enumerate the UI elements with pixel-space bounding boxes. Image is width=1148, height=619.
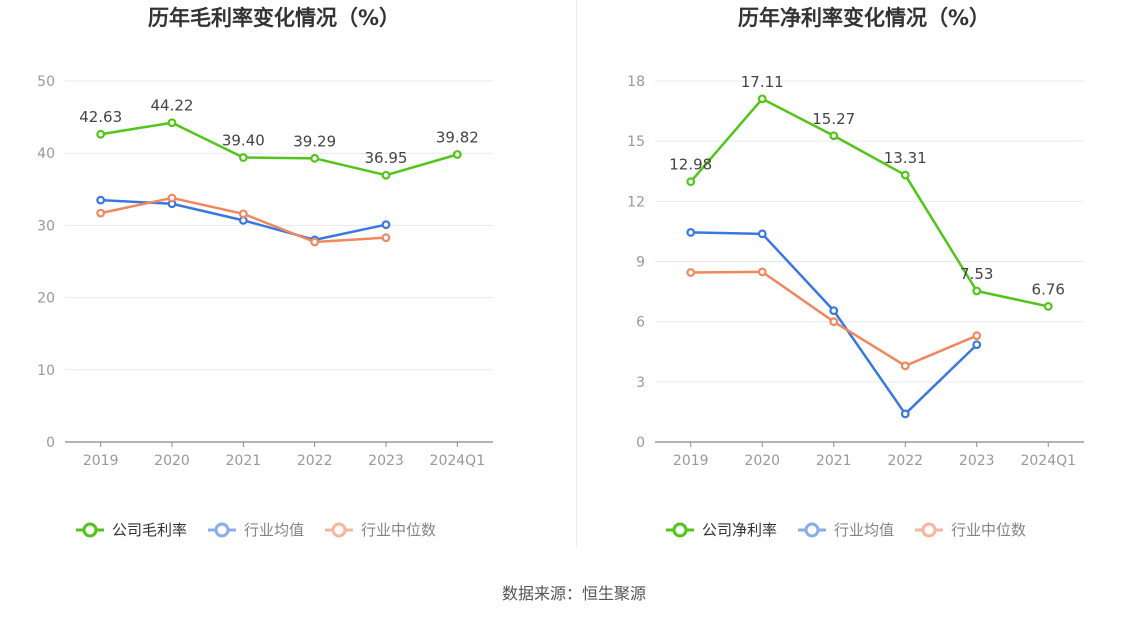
y-tick-label: 40	[37, 146, 55, 162]
y-tick-label: 10	[37, 363, 55, 379]
data-point-industry_avg	[381, 220, 391, 230]
data-point-industry_median	[167, 193, 177, 203]
data-point-company	[381, 170, 391, 180]
data-point-company	[829, 131, 839, 141]
y-tick-label: 18	[627, 74, 645, 90]
legend-swatch-marker	[672, 522, 688, 538]
data-point-company	[167, 118, 177, 128]
legend-item-company: 公司毛利率	[76, 521, 187, 539]
data-label: 13.31	[884, 149, 927, 167]
data-label: 36.95	[365, 149, 408, 167]
legend-label: 公司毛利率	[112, 521, 187, 539]
data-point-industry_median	[972, 331, 982, 341]
legend-swatch-marker	[804, 522, 820, 538]
x-tick-label: 2024Q1	[1020, 453, 1076, 469]
x-tick-label: 2021	[816, 453, 852, 469]
x-tick-label: 2023	[368, 453, 404, 469]
data-point-company	[1043, 302, 1053, 311]
series-line-company	[689, 97, 1049, 308]
legend: 公司净利率 行业均值 行业中位数	[666, 521, 1026, 539]
data-point-company	[686, 177, 696, 187]
data-point-industry_avg	[686, 228, 696, 237]
data-label: 42.63	[79, 108, 122, 126]
x-tick-label: 2021	[226, 453, 262, 469]
data-point-industry_avg	[972, 340, 982, 350]
y-tick-label: 0	[46, 435, 55, 451]
y-tick-label: 3	[636, 375, 645, 391]
data-point-company	[238, 153, 248, 162]
data-point-industry_avg	[900, 409, 910, 419]
panel-divider	[576, 0, 577, 548]
legend-item-industry_median: 行业中位数	[325, 521, 436, 539]
legend-swatch-marker	[82, 522, 98, 538]
x-tick-label: 2024Q1	[430, 453, 486, 469]
legend-label: 行业中位数	[361, 521, 436, 539]
data-point-industry_median	[310, 237, 320, 247]
x-tick-label: 2019	[673, 453, 709, 469]
legend-label: 行业中位数	[951, 521, 1026, 539]
chart-panel-2: 历年净利率变化情况（%） 0 3 6 9 12 15 18 2019 2020 2021 2022 20…	[627, 6, 1084, 539]
data-point-company	[310, 153, 320, 163]
data-point-industry_median	[238, 209, 248, 219]
data-label: 39.82	[436, 128, 479, 146]
data-point-industry_median	[757, 267, 767, 277]
legend-label: 行业均值	[244, 521, 304, 539]
data-point-industry_median	[829, 317, 839, 327]
legend: 公司毛利率 行业均值 行业中位数	[76, 521, 436, 539]
chart-panel-1: 历年毛利率变化情况（%） 0 10 20 30 40 50 2019 2020 2021 2022 2…	[37, 6, 493, 539]
y-tick-label: 50	[37, 74, 55, 90]
data-label: 6.76	[1032, 280, 1065, 298]
legend-swatch-marker	[214, 522, 230, 538]
data-point-industry_avg	[829, 306, 839, 316]
data-point-company	[757, 94, 767, 104]
data-point-industry_median	[900, 361, 910, 371]
data-label: 7.53	[960, 265, 993, 283]
data-label: 39.29	[293, 132, 336, 150]
legend-item-company: 公司净利率	[666, 521, 777, 539]
data-point-industry_avg	[96, 195, 106, 205]
data-point-company	[96, 129, 106, 139]
x-tick-label: 2020	[744, 453, 780, 469]
legend-item-industry_avg: 行业均值	[798, 521, 894, 539]
chart-title: 历年毛利率变化情况（%）	[148, 6, 400, 30]
y-tick-label: 30	[37, 218, 55, 234]
data-point-company	[972, 286, 982, 296]
x-tick-label: 2022	[887, 453, 923, 469]
data-point-industry_avg	[757, 229, 767, 239]
y-tick-label: 12	[627, 194, 645, 210]
data-label: 12.98	[669, 156, 712, 174]
legend-swatch-marker	[331, 522, 347, 538]
data-point-industry_median	[96, 208, 106, 218]
legend-swatch-marker	[921, 522, 937, 538]
legend-item-industry_avg: 行业均值	[208, 521, 304, 539]
data-label: 39.40	[222, 132, 265, 150]
data-source: 数据来源：恒生聚源	[501, 584, 646, 603]
data-label: 17.11	[741, 73, 784, 91]
y-tick-label: 15	[627, 134, 645, 150]
data-point-industry_median	[381, 233, 391, 243]
data-point-company	[900, 170, 910, 180]
y-tick-label: 20	[37, 291, 55, 307]
x-tick-label: 2022	[297, 453, 333, 469]
series-line-company	[100, 121, 458, 177]
x-tick-label: 2019	[83, 453, 119, 469]
y-tick-label: 9	[636, 255, 645, 271]
legend-item-industry_median: 行业中位数	[915, 521, 1026, 539]
data-point-company	[452, 150, 462, 159]
legend-label: 行业均值	[834, 521, 894, 539]
x-tick-label: 2020	[154, 453, 190, 469]
data-point-industry_median	[686, 268, 696, 277]
data-label: 15.27	[812, 110, 855, 128]
legend-label: 公司净利率	[702, 521, 777, 539]
data-label: 44.22	[151, 97, 194, 115]
x-tick-label: 2023	[959, 453, 995, 469]
chart-title: 历年净利率变化情况（%）	[738, 6, 990, 30]
y-tick-label: 6	[636, 315, 645, 331]
y-tick-label: 0	[636, 435, 645, 451]
